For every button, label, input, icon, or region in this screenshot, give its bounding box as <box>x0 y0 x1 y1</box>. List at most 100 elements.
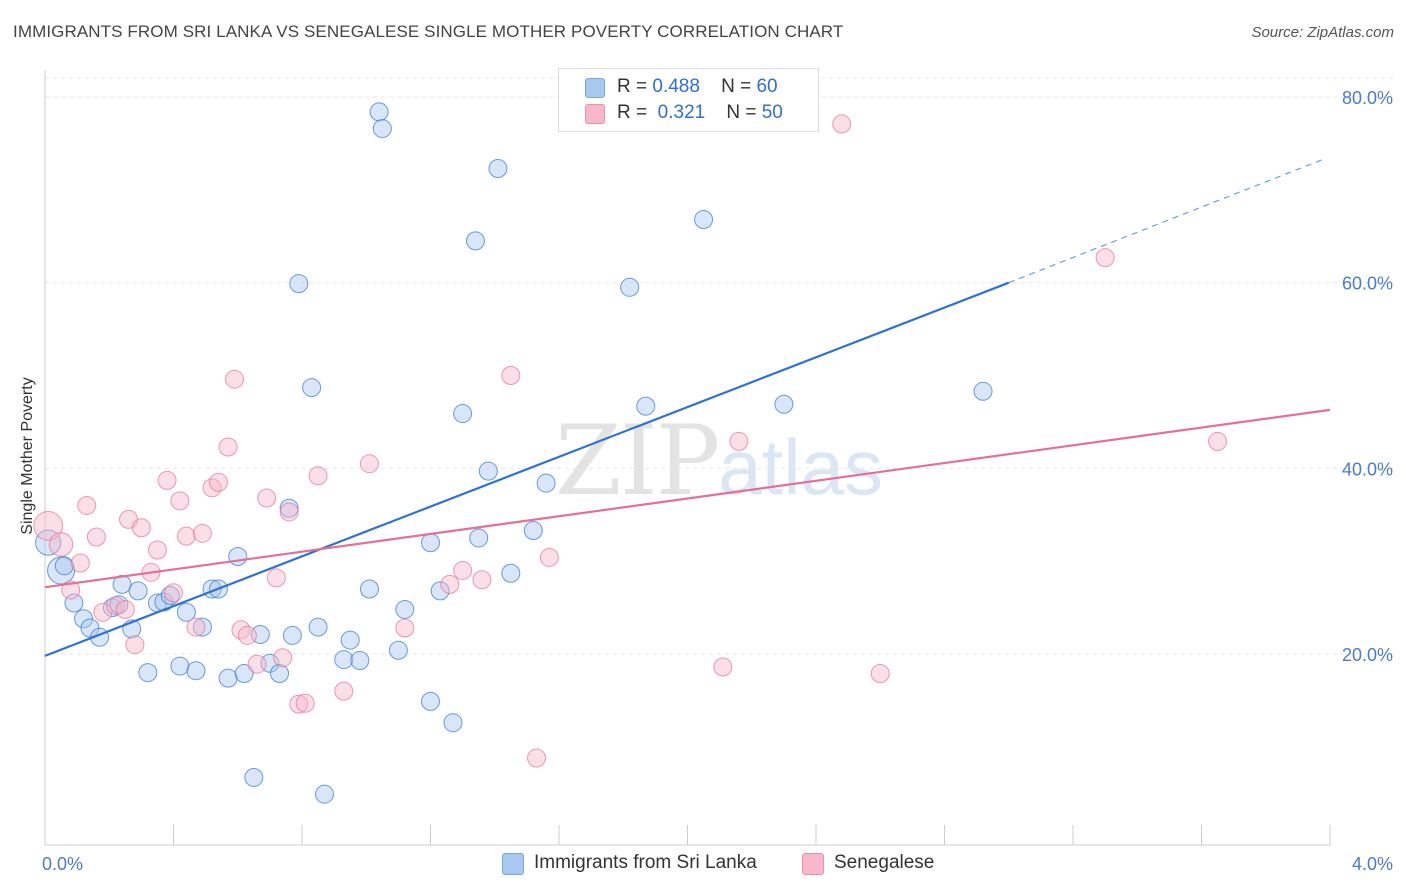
data-point-senegalese <box>453 560 473 580</box>
data-point-sri-lanka <box>218 668 238 688</box>
data-point-sri-lanka <box>469 528 489 548</box>
legend: R = 0.488 N = 60 R = 0.321 N = 50 <box>558 68 819 132</box>
data-point-sri-lanka <box>244 767 264 787</box>
data-point-senegalese <box>395 618 415 638</box>
data-point-sri-lanka <box>35 529 62 556</box>
data-point-senegalese <box>308 466 328 486</box>
data-point-senegalese <box>273 648 293 668</box>
data-point-senegalese <box>527 748 547 768</box>
data-point-sri-lanka <box>160 586 180 606</box>
legend-r-value: 0.321 <box>657 102 706 123</box>
bottom-legend-label-senegalese: Senegalese <box>834 852 935 873</box>
data-point-senegalese <box>359 454 379 474</box>
legend-text-sri-lanka: R = 0.488 N = 60 <box>617 76 778 98</box>
data-point-sri-lanka <box>774 394 794 414</box>
data-point-sri-lanka <box>430 581 450 601</box>
data-point-sri-lanka <box>501 563 521 583</box>
bottom-legend-label-sri-lanka: Immigrants from Sri Lanka <box>534 852 757 873</box>
data-point-senegalese <box>289 694 309 714</box>
data-point-senegalese <box>192 523 212 543</box>
source-credit: Source: ZipAtlas.com <box>1251 24 1394 41</box>
legend-n-label: N = <box>721 76 752 97</box>
trend-line-extension-sri-lanka <box>1008 158 1324 284</box>
y-tick-label: 60.0% <box>1342 274 1393 294</box>
legend-text-senegalese: R = 0.321 N = 50 <box>617 102 783 124</box>
data-point-sri-lanka <box>359 579 379 599</box>
data-point-senegalese <box>472 570 492 590</box>
data-point-sri-lanka <box>112 574 132 594</box>
data-point-sri-lanka <box>302 378 322 398</box>
data-point-sri-lanka <box>372 119 392 139</box>
chart-title: IMMIGRANTS FROM SRI LANKA VS SENEGALESE … <box>13 22 844 41</box>
data-point-senegalese <box>1208 431 1228 451</box>
data-point-sri-lanka <box>395 599 415 619</box>
data-point-senegalese <box>237 625 257 645</box>
watermark-atlas: atlas <box>718 423 883 511</box>
data-point-senegalese <box>48 532 74 557</box>
data-point-senegalese <box>247 654 267 674</box>
legend-r-value: 0.488 <box>652 76 700 97</box>
data-point-sri-lanka <box>369 102 389 122</box>
data-point-senegalese <box>225 369 245 389</box>
data-point-sri-lanka <box>170 656 190 676</box>
data-point-sri-lanka <box>334 650 354 670</box>
x-tick-label-max: 4.0% <box>1352 854 1393 874</box>
data-point-sri-lanka <box>478 461 498 481</box>
trend-line-sri-lanka <box>44 281 1010 657</box>
data-point-senegalese <box>170 491 190 511</box>
data-point-senegalese <box>70 553 90 573</box>
data-point-sri-lanka <box>421 533 440 553</box>
bottom-legend-swatch-sri-lanka <box>502 853 524 875</box>
legend-r-label: R = <box>617 76 648 97</box>
bottom-legend-swatch-senegalese <box>802 853 824 875</box>
data-point-senegalese <box>186 617 206 637</box>
data-point-sri-lanka <box>282 625 302 645</box>
data-point-sri-lanka <box>488 158 508 178</box>
y-tick-label: 20.0% <box>1342 645 1393 665</box>
data-point-senegalese <box>713 657 733 677</box>
data-point-senegalese <box>77 495 97 515</box>
data-point-senegalese <box>218 437 238 457</box>
data-point-senegalese <box>208 472 228 492</box>
data-point-sri-lanka <box>340 630 360 650</box>
data-point-sri-lanka <box>523 521 543 541</box>
y-tick-label: 40.0% <box>1342 459 1393 479</box>
data-point-sri-lanka <box>443 713 463 733</box>
data-point-sri-lanka <box>973 381 993 401</box>
data-point-sri-lanka <box>270 663 290 683</box>
data-point-sri-lanka <box>176 602 196 622</box>
data-point-sri-lanka <box>465 231 485 251</box>
data-point-sri-lanka <box>138 663 158 683</box>
data-point-senegalese <box>440 574 460 594</box>
data-point-sri-lanka <box>421 691 440 711</box>
legend-r-label: R = <box>617 102 648 123</box>
data-point-sri-lanka <box>636 396 656 416</box>
data-point-sri-lanka <box>536 473 556 493</box>
data-point-senegalese <box>1095 248 1115 268</box>
data-point-sri-lanka <box>128 581 148 601</box>
data-point-sri-lanka <box>74 609 94 629</box>
data-point-senegalese <box>115 599 135 619</box>
data-point-sri-lanka <box>192 617 212 637</box>
data-point-sri-lanka <box>234 663 254 683</box>
legend-n-label: N = <box>726 102 757 123</box>
data-point-sri-lanka <box>388 640 408 660</box>
data-point-senegalese <box>176 526 196 546</box>
data-point-sri-lanka <box>308 617 328 637</box>
data-point-senegalese <box>295 693 315 713</box>
data-point-sri-lanka <box>453 404 473 424</box>
x-tick-label-min: 0.0% <box>42 854 83 874</box>
data-point-sri-lanka <box>228 547 248 567</box>
data-point-senegalese <box>106 596 126 616</box>
data-point-sri-lanka <box>54 556 74 576</box>
data-point-senegalese <box>832 114 852 134</box>
data-point-senegalese <box>334 681 354 701</box>
data-point-senegalese <box>729 431 749 451</box>
data-point-senegalese <box>157 470 177 490</box>
legend-swatch-senegalese <box>585 104 605 124</box>
legend-n-value: 60 <box>756 76 778 97</box>
data-point-senegalese <box>33 510 64 541</box>
data-point-sri-lanka <box>694 210 714 230</box>
data-point-senegalese <box>164 583 183 603</box>
